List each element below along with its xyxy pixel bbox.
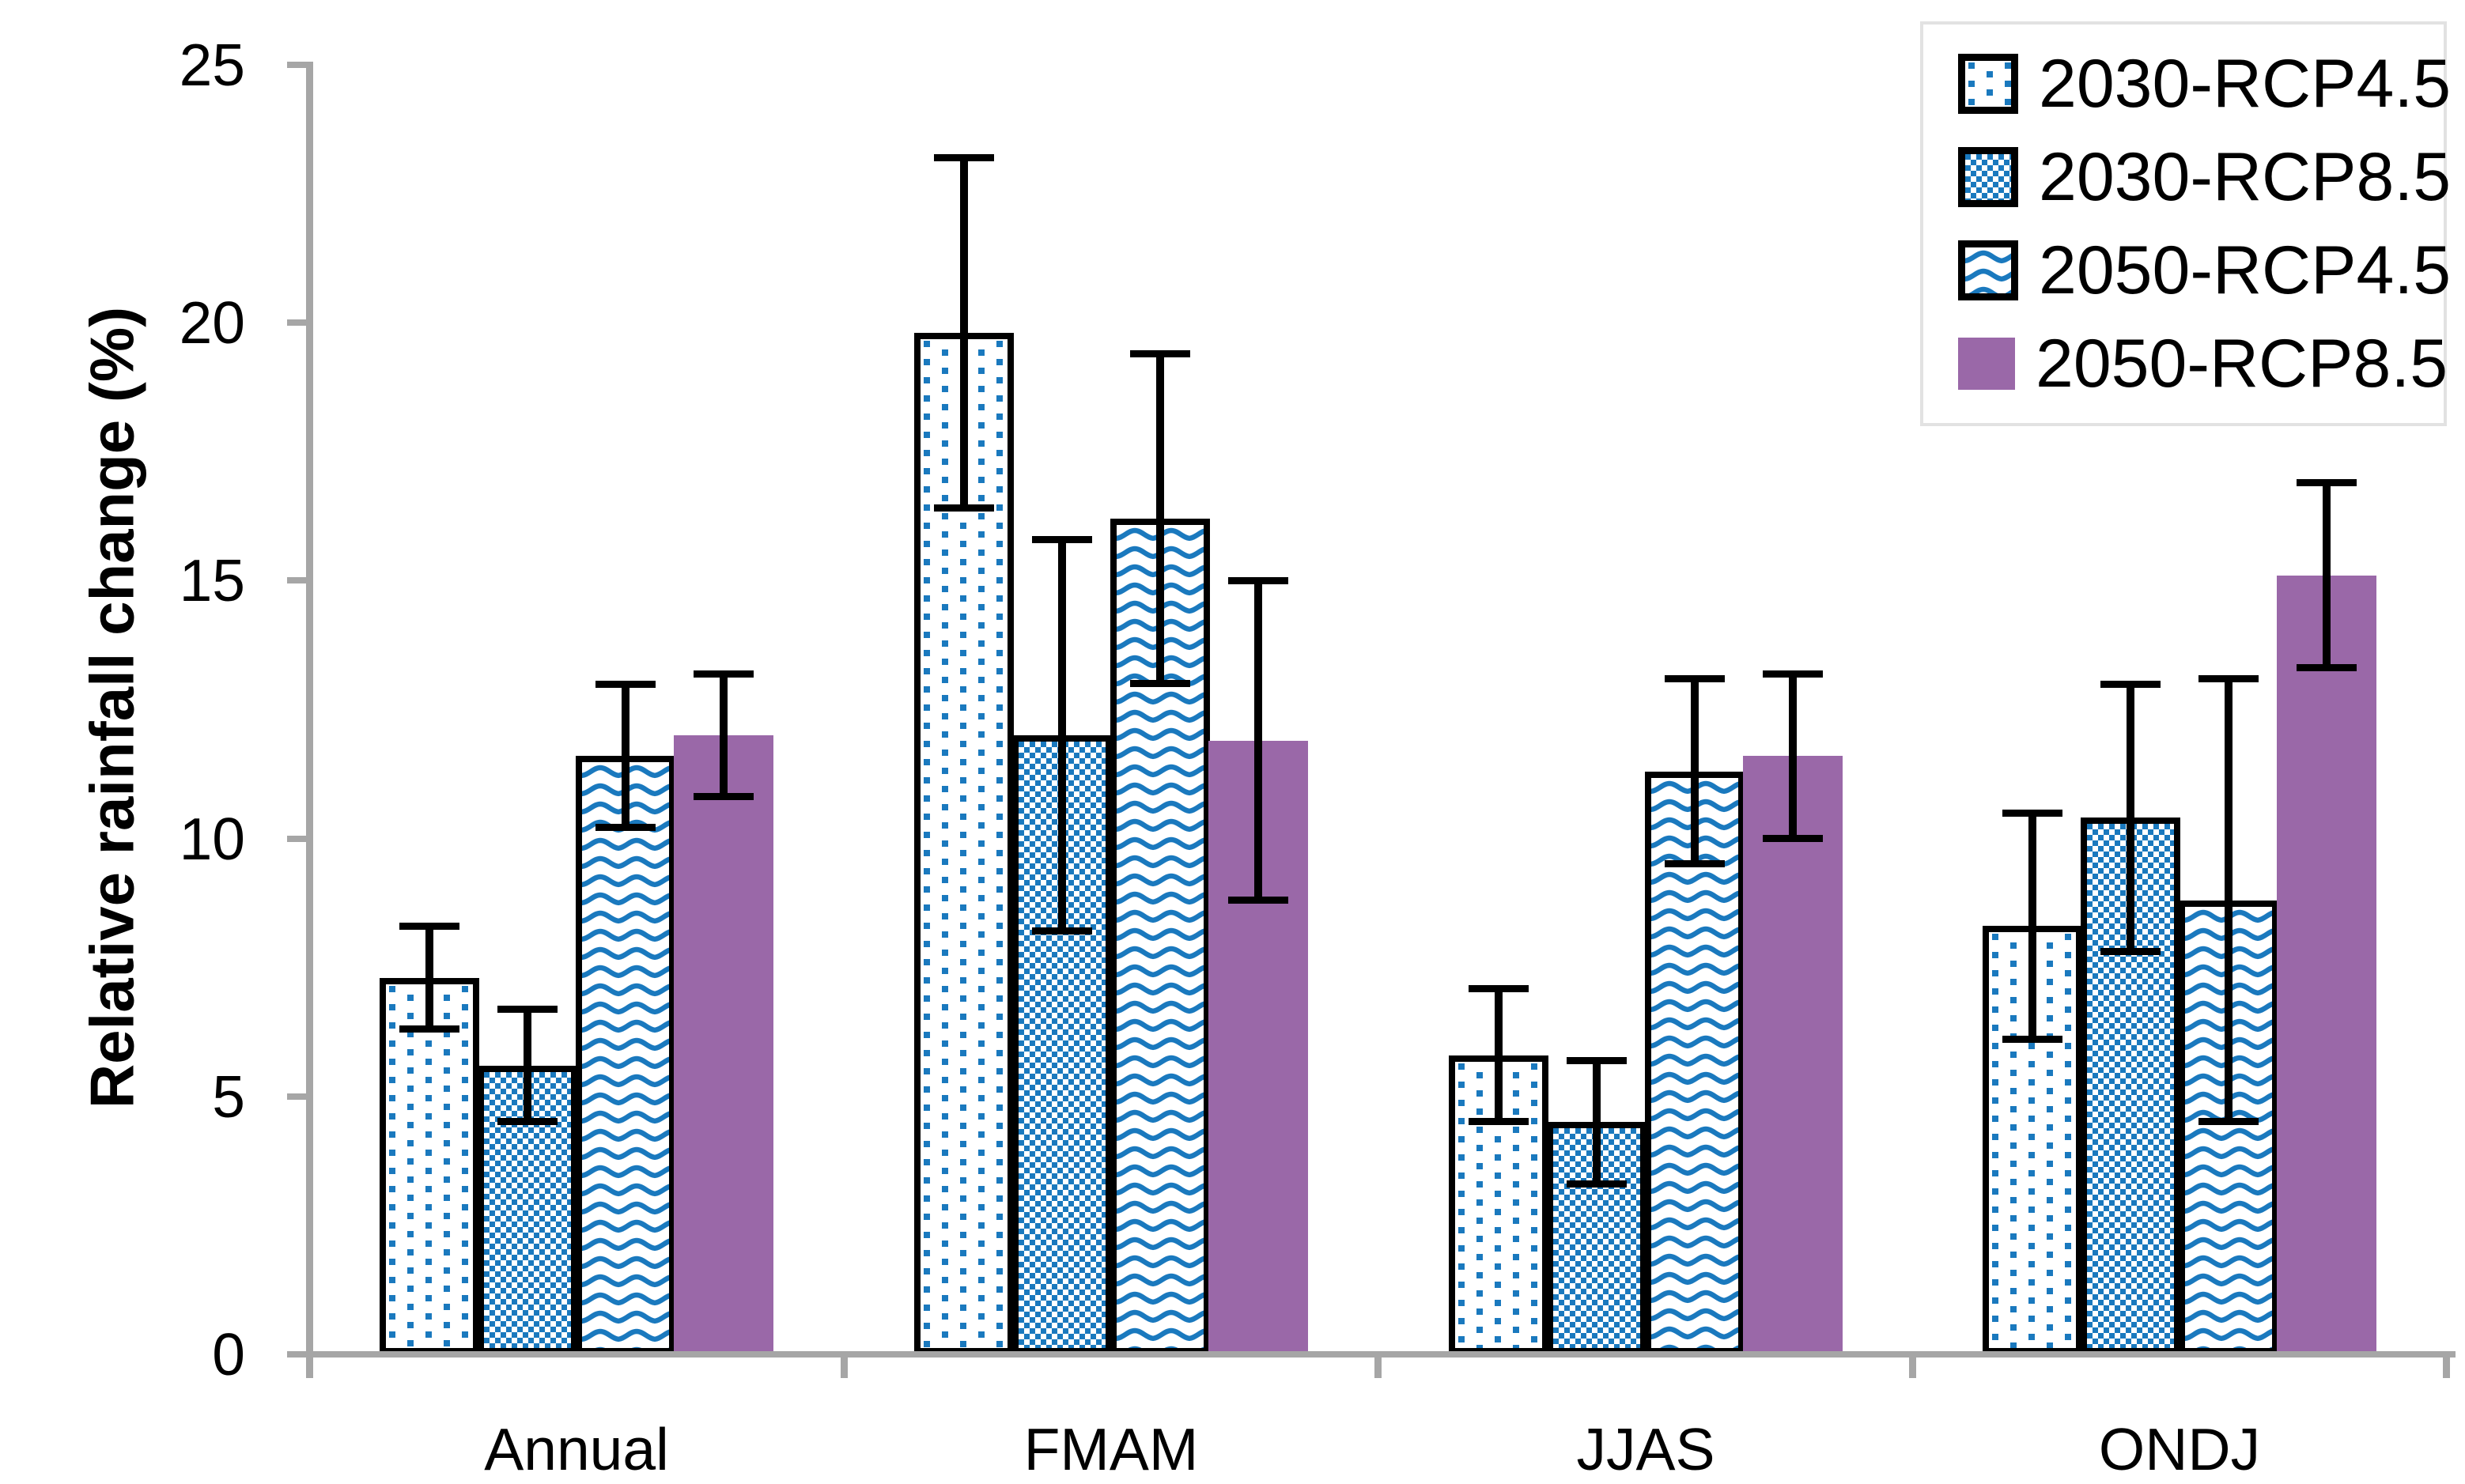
error-bar-line (1058, 539, 1066, 931)
legend-label: 2030-RCP4.5 (2039, 46, 2452, 122)
x-axis-tick (1909, 1351, 1916, 1378)
legend-swatch-dots (1958, 54, 2018, 114)
bar-2030-RCP4.5-ONDJ (1983, 926, 2082, 1354)
y-tick-label: 20 (179, 289, 245, 356)
error-bar-line (1691, 678, 1699, 864)
x-tick-label: Annual (484, 1416, 669, 1482)
bar-2050-RCP8.5-Annual (674, 735, 773, 1354)
y-axis-tick (287, 836, 308, 842)
error-bar-cap-top (1228, 577, 1288, 584)
error-bar-cap-bottom (2100, 948, 2161, 955)
error-bar-cap-bottom (399, 1025, 459, 1033)
error-bar-cap-bottom (1469, 1118, 1529, 1125)
error-bar-cap-top (2002, 810, 2062, 817)
x-tick-label: FMAM (1023, 1416, 1199, 1482)
error-bar-cap-bottom (2297, 664, 2357, 671)
bar-2050-RCP8.5-JJAS (1743, 756, 1843, 1354)
error-bar-cap-top (694, 670, 754, 678)
legend-swatch-waves (1958, 240, 2018, 300)
bar-2030-RCP4.5-Annual (380, 978, 479, 1354)
legend-label: 2050-RCP8.5 (2036, 326, 2448, 402)
x-axis-tick (2443, 1351, 2450, 1378)
y-axis-title: Relative rainfall change (%) (77, 306, 147, 1109)
error-bar-cap-bottom (1763, 835, 1823, 842)
error-bar-cap-top (1032, 536, 1092, 543)
error-bar-line (1156, 353, 1164, 684)
error-bar-cap-bottom (595, 824, 656, 831)
error-bar-cap-bottom (1567, 1180, 1627, 1188)
error-bar-cap-top (1469, 985, 1529, 992)
error-bar-line (1789, 674, 1797, 839)
error-bar-cap-top (497, 1006, 558, 1013)
legend-swatch-solid (1958, 338, 2015, 390)
y-axis-tick (287, 62, 308, 68)
error-bar-line (524, 1009, 531, 1123)
y-axis-tick (287, 1093, 308, 1100)
bar-2050-RCP4.5-JJAS (1645, 772, 1745, 1354)
error-bar-line (1495, 988, 1503, 1123)
y-tick-label: 10 (179, 806, 245, 872)
error-bar-line (1254, 580, 1262, 901)
x-axis-tick (1374, 1351, 1382, 1378)
x-axis-tick (306, 1351, 313, 1378)
legend-label: 2030-RCP8.5 (2039, 139, 2452, 215)
error-bar-cap-top (1130, 350, 1190, 357)
error-bar-line (2323, 482, 2331, 668)
error-bar-cap-bottom (1665, 860, 1725, 867)
x-axis-tick (841, 1351, 848, 1378)
error-bar-cap-bottom (2002, 1036, 2062, 1043)
x-tick-label: JJAS (1576, 1416, 1715, 1482)
bar-2050-RCP4.5-Annual (576, 756, 675, 1354)
error-bar-cap-top (2198, 675, 2259, 682)
error-bar-cap-top (1665, 675, 1725, 682)
error-bar-cap-bottom (2198, 1118, 2259, 1125)
error-bar-line (960, 157, 968, 508)
y-axis-tick (287, 577, 308, 583)
error-bar-cap-top (2297, 479, 2357, 486)
y-axis-tick (287, 319, 308, 326)
y-tick-label: 5 (212, 1063, 245, 1130)
error-bar-cap-top (595, 681, 656, 688)
y-axis-tick (287, 1351, 308, 1358)
error-bar-cap-bottom (1032, 927, 1092, 935)
error-bar-cap-top (1763, 670, 1823, 678)
legend: 2030-RCP4.5 2030-RCP8.5 2050-RCP4.5 2050… (1920, 21, 2451, 426)
error-bar-line (2225, 678, 2232, 1122)
bar-2050-RCP8.5-ONDJ (2277, 576, 2376, 1354)
legend-item-2030-rcp4-5: 2030-RCP4.5 (1958, 50, 2451, 118)
error-bar-line (425, 926, 433, 1029)
error-bar-line (720, 674, 728, 798)
error-bar-cap-bottom (694, 793, 754, 800)
error-bar-cap-bottom (497, 1118, 558, 1125)
legend-item-2030-rcp8-5: 2030-RCP8.5 (1958, 143, 2451, 211)
x-axis-line (288, 1351, 2456, 1358)
y-axis-line (306, 62, 313, 1378)
error-bar-line (2028, 813, 2036, 1040)
y-tick-label: 0 (212, 1321, 245, 1388)
error-bar-cap-bottom (1130, 680, 1190, 687)
y-tick-label: 25 (179, 32, 245, 98)
legend-swatch-checker (1958, 147, 2018, 207)
legend-label: 2050-RCP4.5 (2039, 232, 2452, 308)
error-bar-cap-top (1567, 1057, 1627, 1064)
error-bar-cap-bottom (934, 504, 994, 512)
error-bar-cap-bottom (1228, 897, 1288, 904)
error-bar-line (622, 684, 629, 829)
error-bar-cap-top (2100, 681, 2161, 688)
legend-item-2050-rcp8-5: 2050-RCP8.5 (1958, 330, 2448, 398)
error-bar-line (1593, 1060, 1601, 1184)
y-tick-label: 15 (179, 547, 245, 614)
error-bar-line (2127, 684, 2134, 952)
legend-item-2050-rcp4-5: 2050-RCP4.5 (1958, 236, 2451, 304)
error-bar-cap-top (399, 923, 459, 930)
x-tick-label: ONDJ (2098, 1416, 2261, 1482)
error-bar-cap-top (934, 154, 994, 161)
